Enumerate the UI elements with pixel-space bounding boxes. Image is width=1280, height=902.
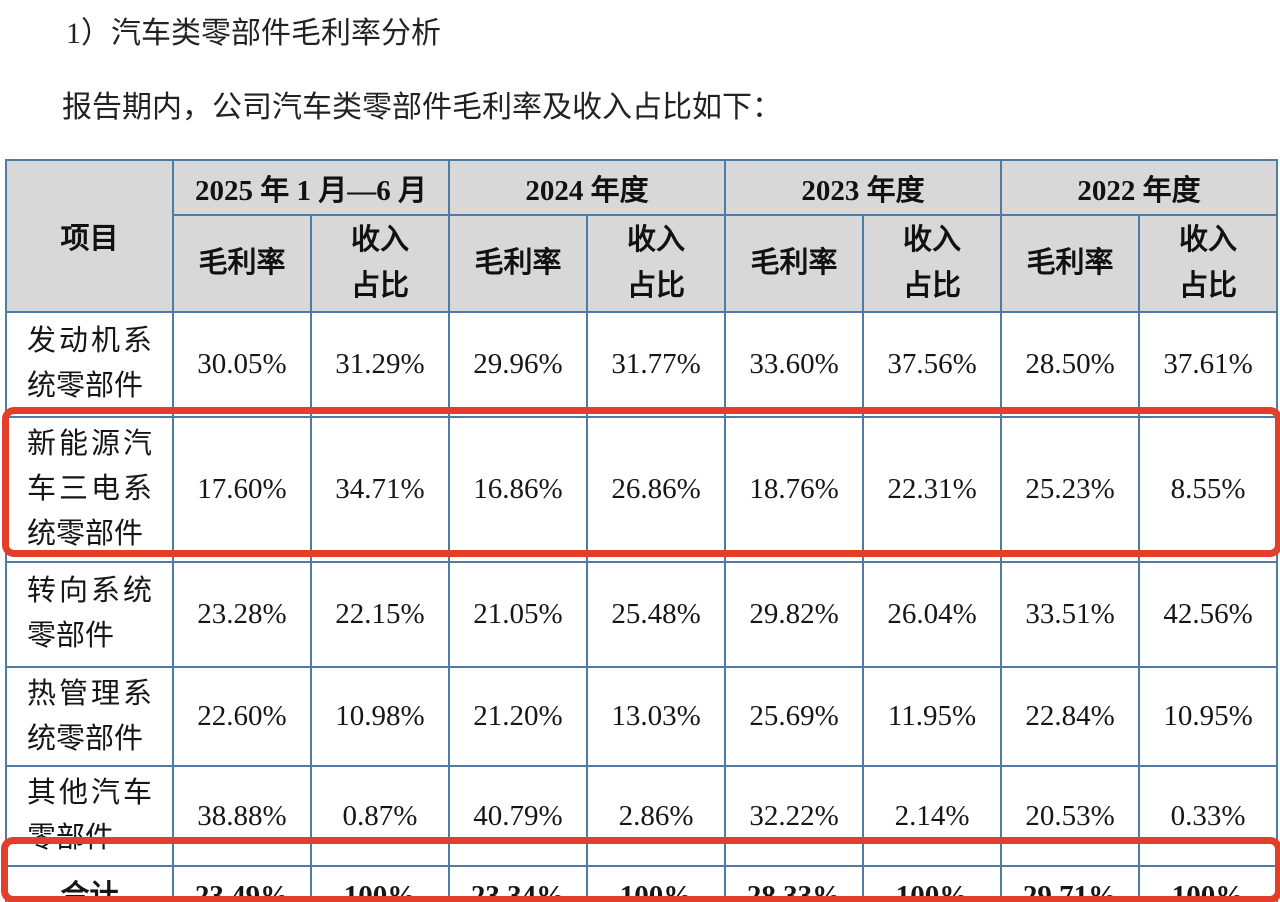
table-cell: 33.51% [1000,560,1141,668]
table-cell: 25.23% [1000,415,1141,563]
table-cell: 2.86% [586,765,727,868]
table-row-other-parts: 其他汽车零部件 38.88% 0.87% 40.79% 2.86% 32.22%… [5,765,1279,868]
table-cell: 22.15% [309,560,451,668]
table-cell: 22.84% [1000,665,1141,768]
table-cell: 26.04% [862,560,1003,668]
header-row-periods: 项目 2025 年 1 月—6 月 2024 年度 2023 年度 2022 年… [5,159,1279,313]
table-row-steering-parts: 转向系统零部件 23.28% 22.15% 21.05% 25.48% 29.8… [5,560,1279,668]
row-label: 合计 [5,865,174,902]
subheader-gross-margin: 毛利率 [1000,214,1141,313]
table-cell: 33.60% [724,310,865,418]
row-label: 转向系统零部件 [5,560,174,668]
table-cell: 28.33% [724,865,865,902]
table-cell: 38.88% [172,765,312,868]
table-cell: 29.71% [1000,865,1141,902]
table-cell: 8.55% [1138,415,1279,563]
table-cell: 100% [586,865,727,902]
table-cell: 30.05% [172,310,312,418]
table-cell: 25.48% [586,560,727,668]
table-row-total: 合计 23.49% 100% 23.34% 100% 28.33% 100% 2… [5,865,1279,902]
header-cell-period-2023: 2023 年度 [724,159,1003,216]
subheader-revenue-share: 收入 占比 [309,214,451,313]
table-cell: 37.61% [1138,310,1279,418]
subheader-revenue-share: 收入 占比 [1138,214,1279,313]
table-cell: 17.60% [172,415,312,563]
header-row-subcolumns: 毛利率 收入 占比 毛利率 收入 占比 毛利率 收入 占比 毛利率 收入 占比 [6,214,1279,313]
table-cell: 31.29% [309,310,451,418]
table-cell: 22.60% [172,665,312,768]
table-cell: 100% [862,865,1003,902]
subheader-gross-margin: 毛利率 [724,214,865,313]
table-cell: 0.33% [1138,765,1279,868]
subheader-gross-margin: 毛利率 [172,214,312,313]
table-cell: 23.28% [172,560,312,668]
table-cell: 22.31% [862,415,1003,563]
table-cell: 25.69% [724,665,865,768]
table-cell: 40.79% [448,765,589,868]
subheader-revenue-share: 收入 占比 [586,214,727,313]
table-cell: 10.95% [1138,665,1279,768]
table-row-thermal-parts: 热管理系统零部件 22.60% 10.98% 21.20% 13.03% 25.… [5,665,1279,768]
table-cell: 21.05% [448,560,589,668]
row-label: 发动机系统零部件 [5,310,174,418]
table-cell: 29.96% [448,310,589,418]
table-cell: 13.03% [586,665,727,768]
gross-margin-table: 项目 2025 年 1 月—6 月 2024 年度 2023 年度 2022 年… [5,159,1279,902]
header-cell-period-2025h1: 2025 年 1 月—6 月 [171,159,451,216]
subheader-gross-margin: 毛利率 [448,214,589,313]
row-label: 其他汽车零部件 [5,765,174,868]
table-cell: 26.86% [586,415,727,563]
table-cell: 16.86% [448,415,589,563]
header-cell-period-2022: 2022 年度 [1000,159,1279,216]
table-cell: 10.98% [309,665,451,768]
table-cell: 42.56% [1138,560,1279,668]
table-cell: 32.22% [724,765,865,868]
table-cell: 18.76% [724,415,865,563]
table-cell: 31.77% [586,310,727,418]
header-cell-item: 项目 [5,159,174,313]
table-cell: 37.56% [862,310,1003,418]
table-cell: 100% [309,865,451,902]
row-label: 新能源汽车三电系统零部件 [5,415,174,563]
page-subtitle: 报告期内，公司汽车类零部件毛利率及收入占比如下： [62,91,782,124]
page-title: 1）汽车类零部件毛利率分析 [66,17,441,50]
table-cell: 23.49% [172,865,312,902]
row-label: 热管理系统零部件 [5,665,174,768]
table-cell: 21.20% [448,665,589,768]
table-cell: 2.14% [862,765,1003,868]
table-cell: 100% [1138,865,1279,902]
table-cell: 23.34% [448,865,589,902]
table-row-new-energy-parts: 新能源汽车三电系统零部件 17.60% 34.71% 16.86% 26.86%… [5,415,1279,563]
table-cell: 29.82% [724,560,865,668]
table-cell: 20.53% [1000,765,1141,868]
header-cell-period-2024: 2024 年度 [448,159,727,216]
table-cell: 11.95% [862,665,1003,768]
margin-table-wrapper: 项目 2025 年 1 月—6 月 2024 年度 2023 年度 2022 年… [1,159,1280,902]
table-cell: 0.87% [309,765,451,868]
subheader-revenue-share: 收入 占比 [862,214,1003,313]
table-cell: 28.50% [1000,310,1141,418]
table-cell: 34.71% [309,415,451,563]
table-row-engine-parts: 发动机系统零部件 30.05% 31.29% 29.96% 31.77% 33.… [5,310,1279,418]
